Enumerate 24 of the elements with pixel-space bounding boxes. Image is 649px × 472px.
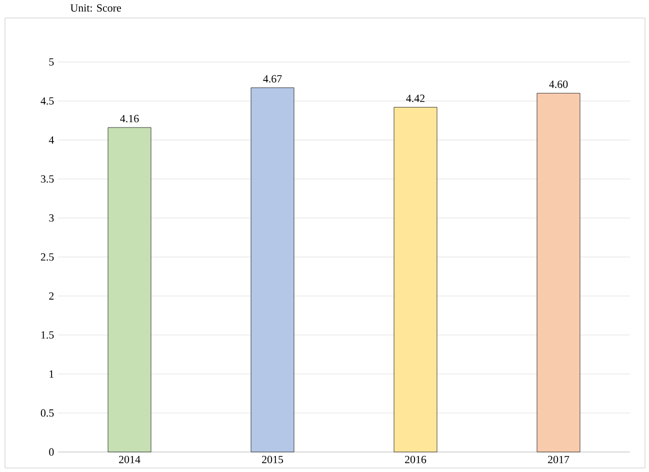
data-label: 4.67 [263,75,282,83]
y-axis-title: Unit: Score [70,4,121,12]
x-tick-label: 2015 [262,456,284,464]
x-tick-label: 2016 [405,456,426,464]
y-tick-label: 3.5 [40,175,54,183]
y-tick-label: 2.5 [40,253,54,261]
x-tick-label: 2014 [119,456,140,464]
data-label: 4.16 [120,114,139,122]
bar [536,92,580,452]
bar [108,127,152,452]
y-tick-label: 3 [49,214,54,222]
data-label: 4.42 [406,94,424,102]
y-tick-label: 1 [50,370,54,378]
y-tick-label: 1.5 [41,331,54,339]
x-tick-label: 2017 [548,456,570,464]
data-label: 4.60 [549,80,568,88]
y-tick-label: 2 [49,292,54,300]
y-tick-label: 4 [48,136,54,144]
bar [394,107,438,452]
y-tick-label: 4.5 [40,97,54,105]
y-tick-label: 5 [49,58,54,66]
y-tick-label: 0.5 [40,409,54,417]
bar [250,88,294,452]
y-tick-label: 0 [49,448,54,456]
